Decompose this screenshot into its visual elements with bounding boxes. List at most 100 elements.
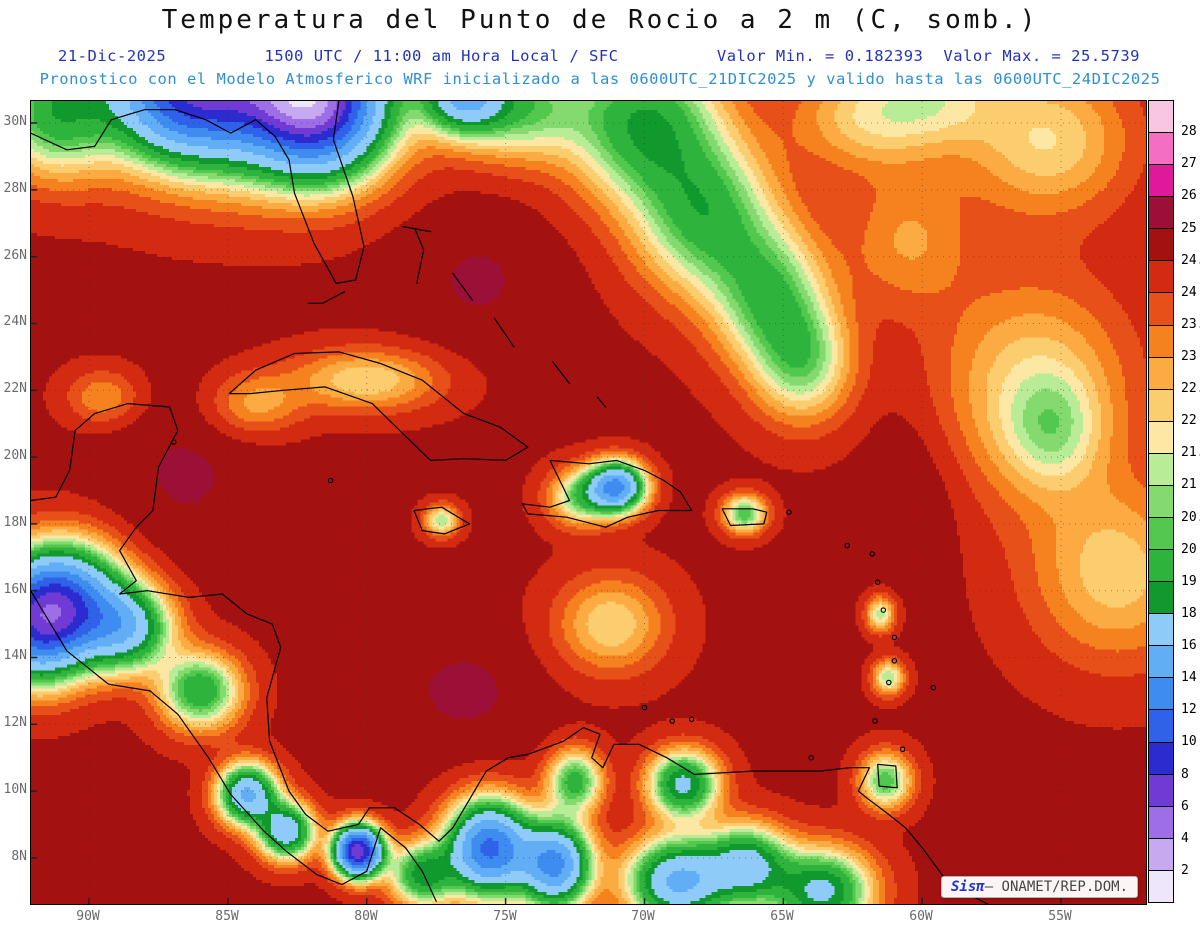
lon-label: 90W [76, 909, 100, 924]
colorbar-cell [1149, 742, 1173, 775]
coastline [31, 101, 365, 284]
island-outline [886, 679, 892, 686]
colorbar-label: 2 [1181, 862, 1189, 878]
colorbar-label: 23 [1181, 349, 1197, 364]
lat-label: 14N [3, 648, 27, 663]
colorbar-cell [1149, 421, 1173, 454]
valid-time: 1500 UTC / 11:00 am Hora Local / SFC [264, 47, 619, 65]
colorbar-label: 26 [1181, 188, 1197, 204]
colorbar-cell [1149, 646, 1173, 679]
dewpoint-field-canvas [31, 101, 1146, 904]
colorbar-cell [1149, 550, 1173, 583]
lon-label: 70W [631, 909, 655, 924]
colorbar-cell [1149, 806, 1173, 839]
lat-label: 20N [3, 448, 27, 463]
page-title: Temperatura del Punto de Rocio a 2 m (C,… [161, 5, 1039, 35]
island-outline [844, 542, 850, 549]
colorbar-cell [1149, 357, 1173, 390]
colorbar-label: 21.5 [1181, 445, 1200, 461]
island-outline [891, 658, 898, 664]
colorbar-label: 21 [1181, 477, 1197, 493]
map-figure: Sisπ– ONAMET/REP.DOM. 30N 28N 26N 24N 22N 20N… [0, 100, 1200, 927]
colorbar-cell [1149, 614, 1173, 647]
colorbar-cell [1149, 165, 1173, 198]
model-info-line: Pronostico con el Modelo Atmosferico WRF… [39, 70, 1161, 88]
colorbar-cell [1149, 389, 1173, 422]
island-outline [899, 746, 906, 753]
lon-label: 85W [215, 909, 239, 924]
lat-label: 26N [3, 248, 27, 263]
coastline [721, 508, 768, 527]
colorbar-label: 28 [1181, 124, 1197, 140]
colorbar-cell [1149, 261, 1173, 294]
colorbar-cell [1149, 678, 1173, 711]
lon-label: 80W [354, 909, 378, 924]
colorbar-label: 20 [1181, 541, 1197, 557]
island-outline [869, 551, 875, 557]
colorbar-label: 6 [1181, 798, 1189, 814]
colorbar-cell [1149, 453, 1173, 486]
colorbar-cell [1149, 518, 1173, 551]
island-outline [688, 716, 695, 723]
lat-label: 16N [3, 582, 27, 597]
lat-label: 28N [3, 181, 27, 196]
run-info-line: 21-Dic-2025 1500 UTC / 11:00 am Hora Loc… [0, 47, 1200, 65]
lat-label: 12N [3, 715, 27, 730]
colorbar-label: 22 [1181, 413, 1197, 429]
colorbar-label: 27 [1181, 156, 1197, 172]
colorbar-cell [1149, 325, 1173, 358]
lat-label: 22N [3, 381, 27, 396]
colorbar-label: 14 [1181, 670, 1197, 686]
lon-label: 55W [1048, 909, 1072, 924]
colorbar-label: 19 [1181, 573, 1197, 589]
map-area: Sisπ– ONAMET/REP.DOM. [30, 100, 1147, 905]
colorbar-cell [1149, 774, 1173, 807]
min-max-group: Valor Min. = 0.182393 Valor Max. = 25.57… [717, 47, 1140, 65]
island-outline [669, 718, 675, 724]
coastline [31, 403, 440, 842]
watermark-badge: Sisπ– ONAMET/REP.DOM. [940, 876, 1138, 898]
colorbar-label: 16 [1181, 638, 1197, 653]
colorbar-cell [1149, 293, 1173, 326]
coastline [414, 229, 425, 284]
colorbar-label: 23.5 [1181, 316, 1200, 332]
valor-min: Valor Min. = 0.182393 [716, 47, 924, 65]
coastline [452, 272, 473, 301]
island-outline [880, 607, 887, 613]
colorbar-label: 24 [1181, 284, 1197, 300]
coastline [493, 317, 515, 348]
lon-label: 60W [909, 909, 933, 924]
coastline [438, 727, 989, 904]
watermark-brand: Sisπ [950, 879, 985, 895]
colorbar-label: 12 [1181, 702, 1197, 718]
colorbar-cell [1149, 582, 1173, 615]
coastline [307, 291, 346, 304]
colorbar-cell [1149, 485, 1173, 519]
coastline [521, 459, 693, 528]
colorbar-cell [1149, 197, 1173, 230]
coastlines-grid-overlay [31, 101, 1146, 904]
colorbar [1148, 100, 1174, 903]
coastline [877, 763, 898, 789]
coastline [552, 361, 571, 385]
coastline [402, 226, 432, 233]
coastline [596, 396, 607, 408]
island-outline [891, 634, 898, 641]
colorbar-label: 4 [1181, 830, 1189, 846]
island-outline [872, 718, 878, 724]
colorbar-cell [1149, 710, 1173, 743]
colorbar-cell [1149, 870, 1173, 902]
island-outline [170, 439, 177, 445]
colorbar-cell [1149, 101, 1173, 134]
lon-label: 75W [493, 909, 517, 924]
colorbar-cell [1149, 133, 1173, 166]
lat-label: 24N [3, 314, 27, 329]
lat-label: 30N [3, 114, 27, 129]
coastline [31, 590, 437, 902]
island-outline [930, 684, 937, 691]
colorbar-label: 18 [1181, 605, 1197, 621]
island-outline [786, 509, 792, 515]
colorbar-label: 8 [1181, 766, 1189, 782]
lat-label: 10N [3, 782, 27, 797]
